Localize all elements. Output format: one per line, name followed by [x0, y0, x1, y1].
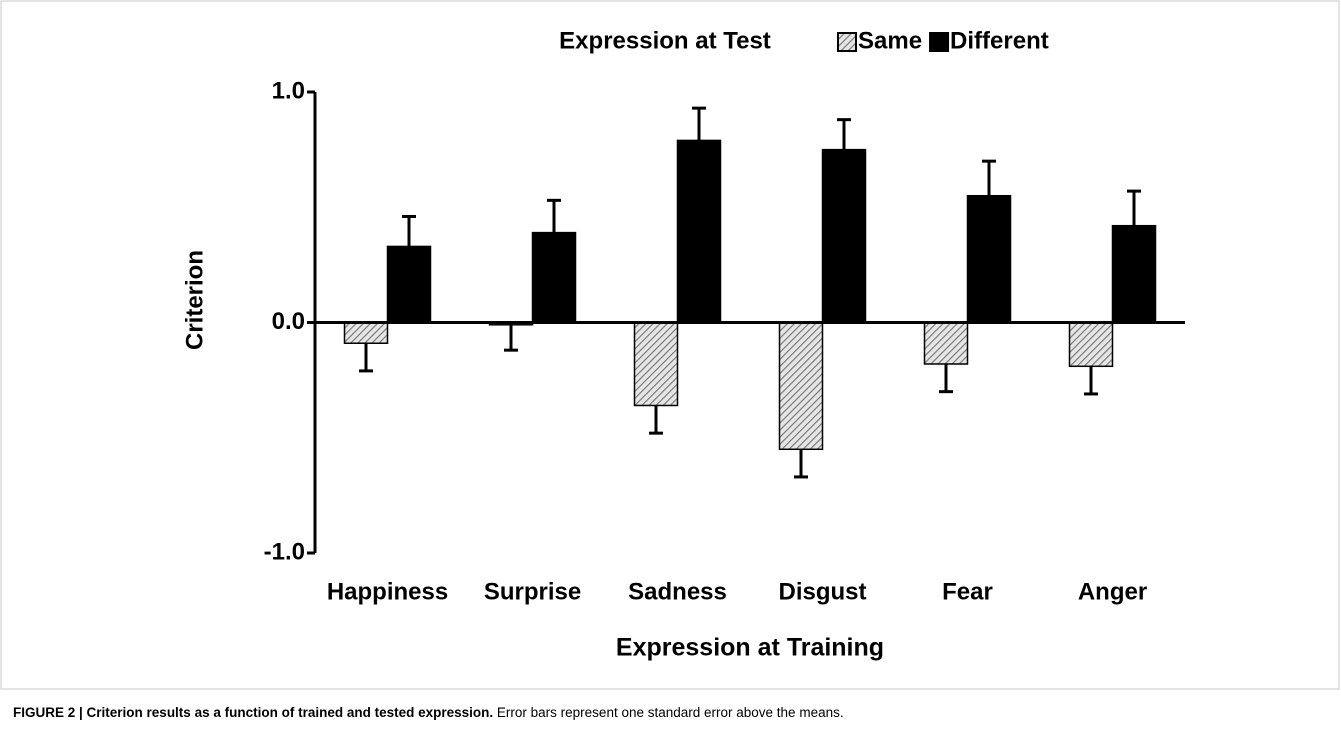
y-tick-label: -1.0 — [264, 538, 305, 565]
legend-label: Different — [950, 27, 1049, 54]
bar — [343, 321, 389, 344]
bar — [1111, 224, 1157, 324]
bar — [1068, 321, 1114, 368]
bar — [923, 321, 969, 365]
figure-frame — [0, 0, 1340, 690]
x-axis-title: Expression at Training — [616, 634, 884, 662]
y-tick-label: 0.0 — [272, 308, 305, 335]
x-tick-label: Fear — [942, 578, 993, 605]
bar — [778, 321, 824, 451]
bar — [531, 231, 577, 324]
x-tick-label: Disgust — [778, 578, 866, 605]
caption-text: Error bars represent one standard error … — [497, 705, 844, 720]
y-tick-label: 1.0 — [272, 77, 305, 104]
bar — [821, 148, 867, 324]
legend-label: Same — [858, 27, 922, 54]
x-tick-label: Sadness — [628, 578, 727, 605]
legend-swatch — [929, 32, 950, 52]
bar — [966, 194, 1012, 324]
bar — [633, 321, 679, 407]
legend-swatch — [837, 32, 857, 52]
bar — [386, 245, 432, 324]
caption-title: FIGURE 2 | Criterion results as a functi… — [13, 705, 493, 720]
caption: FIGURE 2 | Criterion results as a functi… — [13, 705, 844, 720]
x-tick-label: Happiness — [327, 578, 448, 605]
x-tick-label: Surprise — [484, 578, 581, 605]
bar — [676, 139, 722, 324]
x-tick-label: Anger — [1078, 578, 1147, 605]
y-axis-title: Criterion — [181, 250, 208, 350]
legend-title: Expression at Test — [559, 27, 771, 54]
